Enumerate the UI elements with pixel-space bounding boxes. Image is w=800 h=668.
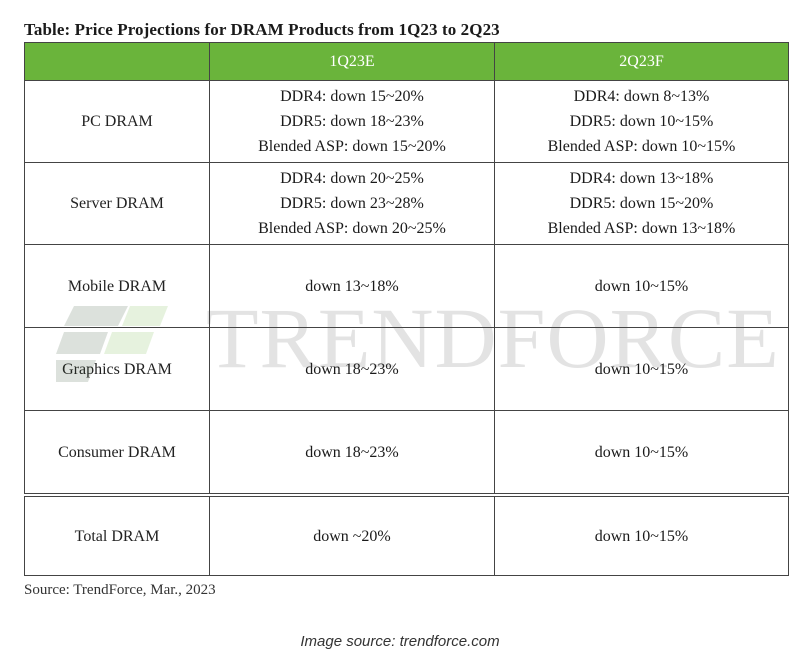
table-row-consumer-dram: Consumer DRAM down 18~23% down 10~15% (24, 410, 789, 496)
table-row-pc-dram: PC DRAM DDR4: down 15~20% DDR5: down 18~… (24, 80, 789, 163)
cell-line: DDR4: down 13~18% (569, 170, 714, 187)
table-title: Table: Price Projections for DRAM Produc… (24, 20, 500, 39)
table-row-server-dram: Server DRAM DDR4: down 20~25% DDR5: down… (24, 162, 789, 245)
image-source-caption: Image source: trendforce.com (300, 633, 500, 650)
cell-2q23f: down 10~15% (494, 327, 789, 411)
cell-line: DDR5: down 15~20% (569, 195, 714, 212)
cell-1q23e: down 13~18% (209, 244, 495, 328)
table-row-total-dram: Total DRAM down ~20% down 10~15% (24, 493, 789, 576)
cell-line: Blended ASP: down 15~20% (258, 138, 446, 155)
row-label: Total DRAM (24, 493, 210, 576)
row-label: PC DRAM (24, 80, 210, 163)
table-row-mobile-dram: Mobile DRAM down 13~18% down 10~15% (24, 244, 789, 328)
cell-line: DDR4: down 15~20% (280, 88, 424, 105)
header-cell-blank (24, 42, 210, 81)
cell-line: DDR5: down 18~23% (280, 113, 424, 130)
row-label: Graphics DRAM (24, 327, 210, 411)
cell-2q23f: down 10~15% (494, 493, 789, 576)
cell-2q23f: DDR4: down 13~18% DDR5: down 15~20% Blen… (494, 162, 789, 245)
price-projection-table-container: 1Q23E 2Q23F PC DRAM DDR4: down 15~20% DD… (24, 42, 789, 576)
cell-line: DDR4: down 20~25% (280, 170, 424, 187)
cell-2q23f: DDR4: down 8~13% DDR5: down 10~15% Blend… (494, 80, 789, 163)
cell-2q23f: down 10~15% (494, 410, 789, 496)
header-cell-1q23e: 1Q23E (209, 42, 495, 81)
cell-line: DDR5: down 23~28% (280, 195, 424, 212)
price-projection-table: 1Q23E 2Q23F PC DRAM DDR4: down 15~20% DD… (24, 42, 789, 576)
header-cell-2q23f: 2Q23F (494, 42, 789, 81)
row-label: Consumer DRAM (24, 410, 210, 496)
cell-line: DDR4: down 8~13% (573, 88, 710, 105)
row-label: Server DRAM (24, 162, 210, 245)
cell-line: Blended ASP: down 10~15% (547, 138, 736, 155)
cell-1q23e: DDR4: down 20~25% DDR5: down 23~28% Blen… (209, 162, 495, 245)
table-header-row: 1Q23E 2Q23F (24, 42, 789, 81)
cell-1q23e: DDR4: down 15~20% DDR5: down 18~23% Blen… (209, 80, 495, 163)
cell-line: Blended ASP: down 13~18% (547, 220, 736, 237)
cell-line: Blended ASP: down 20~25% (258, 220, 446, 237)
row-label: Mobile DRAM (24, 244, 210, 328)
cell-2q23f: down 10~15% (494, 244, 789, 328)
cell-1q23e: down 18~23% (209, 410, 495, 496)
cell-1q23e: down 18~23% (209, 327, 495, 411)
cell-line: DDR5: down 10~15% (569, 113, 714, 130)
source-note: Source: TrendForce, Mar., 2023 (24, 582, 216, 598)
cell-1q23e: down ~20% (209, 493, 495, 576)
table-row-graphics-dram: Graphics DRAM down 18~23% down 10~15% (24, 327, 789, 411)
